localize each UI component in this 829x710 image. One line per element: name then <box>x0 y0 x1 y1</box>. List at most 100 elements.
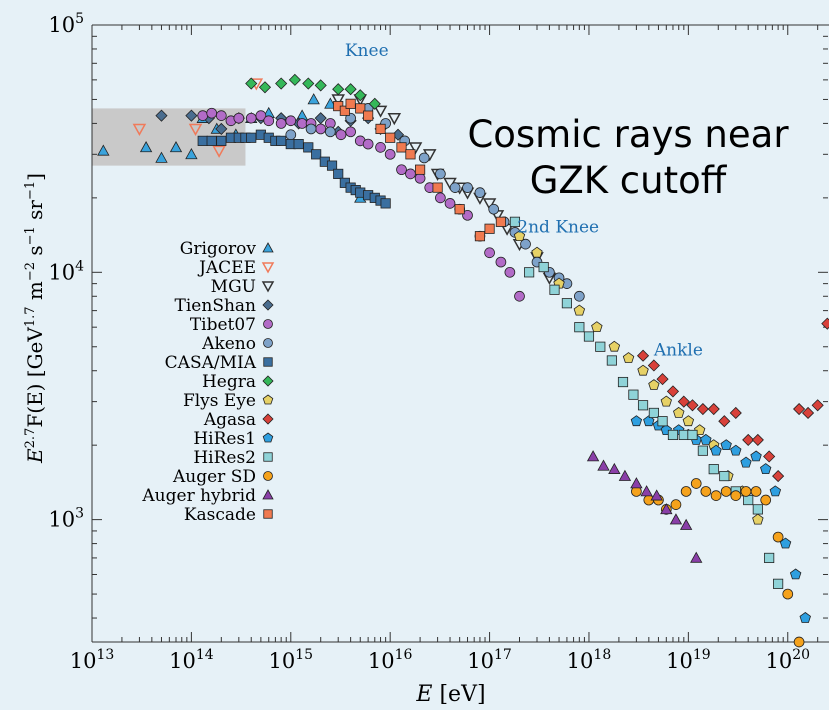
y-label-sup-m2: −2 <box>23 262 38 281</box>
x-tick-exp: 16 <box>395 647 413 663</box>
data-point <box>335 129 347 141</box>
data-point <box>514 290 525 302</box>
x-tick-base: 10 <box>467 649 494 673</box>
x-axis-label-e: E <box>415 682 432 707</box>
x-tick-label: 1020 <box>765 647 810 673</box>
data-point <box>650 489 663 501</box>
y-axis-label: E2.7F(E) [GeV1.7 m−2 s−1 sr−1] <box>23 173 47 464</box>
data-point <box>188 123 203 136</box>
data-point <box>677 395 690 408</box>
data-point <box>504 266 516 278</box>
data-point <box>355 103 366 114</box>
data-point <box>772 531 784 543</box>
data-point <box>769 485 782 497</box>
data-point <box>185 147 198 160</box>
annotations-layer: Knee 2nd Knee Ankle <box>345 41 703 361</box>
y-tick-exp: 4 <box>75 258 84 274</box>
legend-label: Grigorov <box>180 239 257 259</box>
y-label-end: ] <box>23 173 47 181</box>
data-point <box>495 256 507 268</box>
data-point <box>637 400 649 411</box>
data-point <box>414 172 426 184</box>
data-point <box>368 97 381 110</box>
data-point <box>373 105 388 118</box>
data-point <box>697 445 708 456</box>
data-point <box>155 151 168 163</box>
data-point <box>696 402 709 416</box>
data-point <box>474 231 486 242</box>
data-point <box>637 364 649 376</box>
y-label-e: E <box>23 448 47 464</box>
data-point <box>387 113 402 126</box>
title-line-2: GZK cutoff <box>530 159 728 202</box>
data-point <box>380 198 391 209</box>
data-point <box>750 486 762 497</box>
data-point <box>296 118 308 129</box>
data-point <box>245 77 258 90</box>
data-points-layer <box>97 73 829 648</box>
data-point <box>729 406 742 420</box>
x-axis-label: E [eV] <box>415 682 485 707</box>
data-point <box>682 415 695 427</box>
data-point <box>740 486 752 497</box>
series-hegra <box>245 73 381 110</box>
data-point <box>405 149 416 160</box>
data-point <box>206 107 218 119</box>
data-point <box>275 77 288 90</box>
data-point <box>710 490 722 502</box>
x-tick-exp: 18 <box>593 647 611 663</box>
legend-marker <box>262 299 274 311</box>
data-point <box>690 478 702 489</box>
data-point <box>667 429 679 441</box>
annotation-2nd-knee: 2nd Knee <box>517 217 599 237</box>
data-point <box>789 568 802 580</box>
data-point <box>597 459 610 471</box>
data-point <box>690 551 703 563</box>
data-point <box>700 486 712 497</box>
legend-label: HiRes1 <box>193 429 256 449</box>
data-point <box>782 588 794 600</box>
data-point <box>408 142 423 155</box>
x-tick-exp: 14 <box>196 647 214 663</box>
data-point <box>640 485 653 497</box>
data-point <box>233 112 245 124</box>
data-point <box>643 415 655 427</box>
legend-marker <box>262 432 274 443</box>
data-point <box>435 192 446 204</box>
data-point <box>462 209 473 221</box>
data-point <box>396 164 407 176</box>
data-point <box>307 93 320 105</box>
data-point <box>752 504 763 515</box>
data-point <box>520 238 531 250</box>
data-point <box>315 123 327 135</box>
data-point <box>185 109 198 122</box>
data-point <box>509 216 521 227</box>
data-point <box>608 340 621 352</box>
data-point <box>354 89 367 102</box>
data-point <box>345 98 356 109</box>
y-label-sup-s1: −1 <box>23 226 38 245</box>
data-point <box>740 456 752 468</box>
data-point <box>311 149 322 160</box>
legend-marker <box>263 357 273 367</box>
data-point <box>773 578 784 589</box>
data-point <box>314 79 327 92</box>
x-tick-exp: 15 <box>295 647 313 663</box>
data-point <box>628 389 639 400</box>
y-tick-exp: 3 <box>75 506 84 522</box>
data-point <box>275 118 287 129</box>
series-tibet07 <box>197 107 525 302</box>
legend-label: Auger SD <box>172 467 256 487</box>
data-point <box>669 513 683 525</box>
data-point <box>215 122 228 135</box>
legend-marker <box>263 471 273 481</box>
x-tick-exp: 20 <box>792 647 810 663</box>
data-point <box>595 341 606 352</box>
data-point <box>657 416 668 427</box>
x-tick-base: 10 <box>269 649 296 673</box>
series-auger-sd <box>631 478 805 648</box>
data-point <box>345 126 356 138</box>
data-point <box>344 83 357 96</box>
x-tick-label: 1016 <box>368 647 413 673</box>
